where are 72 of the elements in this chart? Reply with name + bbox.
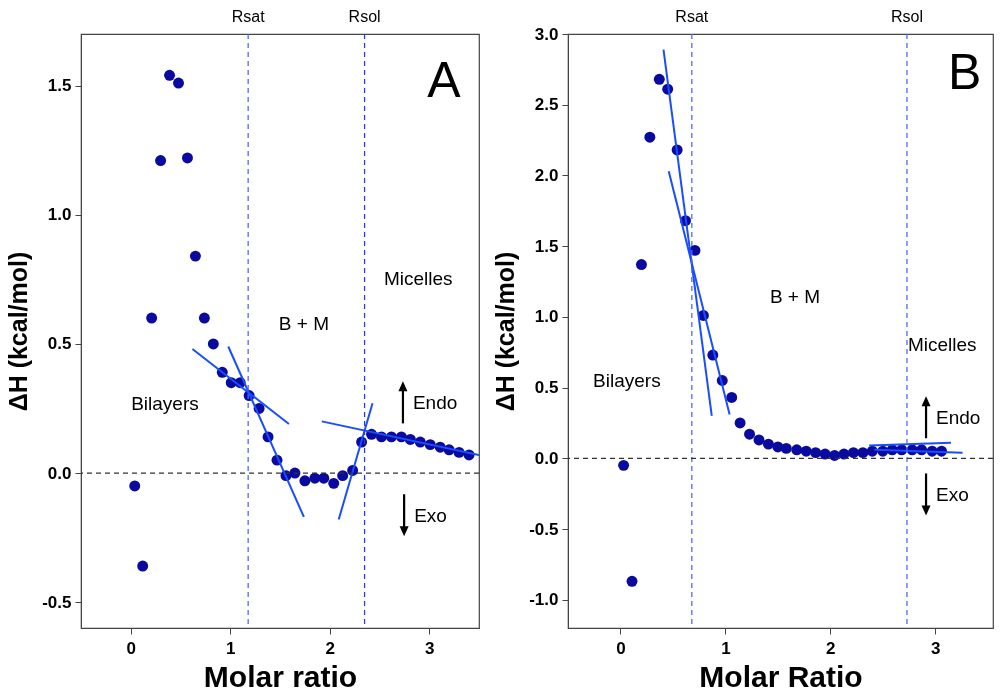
y-tick-label: 0.0 bbox=[47, 463, 72, 483]
annotation: Bilayers bbox=[593, 370, 661, 392]
point bbox=[318, 472, 330, 484]
point bbox=[299, 475, 311, 487]
x-tick-label: 1 bbox=[721, 638, 731, 658]
y-tick-label: 2.0 bbox=[534, 165, 559, 185]
point bbox=[626, 575, 638, 587]
annotation: Exo bbox=[936, 483, 969, 505]
point bbox=[847, 447, 859, 459]
y-tick-label: -0.5 bbox=[42, 592, 72, 612]
point bbox=[328, 477, 340, 489]
point bbox=[164, 69, 176, 81]
annotation: B + M bbox=[278, 312, 329, 334]
point bbox=[829, 449, 841, 461]
point bbox=[791, 444, 803, 456]
point bbox=[644, 131, 656, 143]
x-tick-label: 3 bbox=[425, 638, 435, 658]
x-tick-label: 2 bbox=[325, 638, 335, 658]
y-tick-label: 3.0 bbox=[534, 24, 559, 44]
point bbox=[635, 259, 647, 270]
y-axis-title: ΔH (kcal/mol) bbox=[491, 251, 520, 412]
x-axis-title: Molar ratio bbox=[203, 659, 358, 689]
ref-line-label: Rsol bbox=[348, 8, 381, 25]
annotation: B bbox=[947, 43, 982, 100]
x-tick-label: 3 bbox=[931, 638, 941, 658]
y-tick-label: 0.5 bbox=[47, 334, 72, 354]
point bbox=[726, 392, 738, 403]
annotation: Exo bbox=[414, 504, 447, 526]
y-axis-title: ΔH (kcal/mol) bbox=[4, 251, 33, 412]
point bbox=[653, 73, 665, 85]
y-tick-label: 1.0 bbox=[47, 205, 72, 225]
x-tick-label: 2 bbox=[826, 638, 836, 658]
annotation: Bilayers bbox=[131, 393, 199, 415]
point bbox=[810, 447, 822, 459]
y-tick-label: -0.5 bbox=[529, 519, 559, 539]
point bbox=[129, 480, 141, 492]
annotation: Endo bbox=[412, 391, 458, 413]
point bbox=[800, 445, 812, 457]
annotation: A bbox=[427, 51, 462, 108]
y-tick-label: -1.0 bbox=[529, 590, 559, 610]
annotation: Micelles bbox=[383, 267, 453, 289]
point bbox=[173, 77, 184, 89]
ref-line-label: Rsat bbox=[231, 8, 266, 25]
x-tick-label: 0 bbox=[616, 638, 626, 658]
point bbox=[780, 442, 792, 454]
point bbox=[762, 438, 774, 450]
y-tick-label: 2.5 bbox=[534, 95, 559, 115]
point bbox=[155, 155, 167, 167]
point bbox=[618, 459, 630, 471]
point bbox=[753, 434, 765, 446]
point bbox=[198, 312, 210, 324]
ref-line-label: Rsat bbox=[675, 8, 709, 25]
point bbox=[181, 152, 193, 164]
annotation: B + M bbox=[769, 286, 821, 308]
ref-line-label: Rsol bbox=[890, 8, 923, 25]
annotation: Micelles bbox=[908, 334, 977, 356]
annotation: Endo bbox=[936, 406, 981, 428]
y-tick-label: 1.5 bbox=[534, 236, 559, 256]
point bbox=[857, 447, 869, 459]
point bbox=[734, 417, 746, 429]
point bbox=[207, 338, 219, 350]
y-tick-label: 1.0 bbox=[534, 307, 559, 327]
point bbox=[137, 560, 149, 572]
x-axis-title: Molar Ratio bbox=[699, 659, 863, 689]
point bbox=[146, 312, 158, 324]
y-tick-label: 1.5 bbox=[47, 76, 72, 96]
y-tick-label: 0.5 bbox=[534, 378, 559, 398]
x-tick-label: 1 bbox=[226, 638, 236, 658]
point bbox=[189, 250, 201, 262]
point bbox=[744, 428, 756, 440]
y-tick-label: 0.0 bbox=[534, 448, 559, 468]
x-tick-label: 0 bbox=[126, 638, 136, 658]
